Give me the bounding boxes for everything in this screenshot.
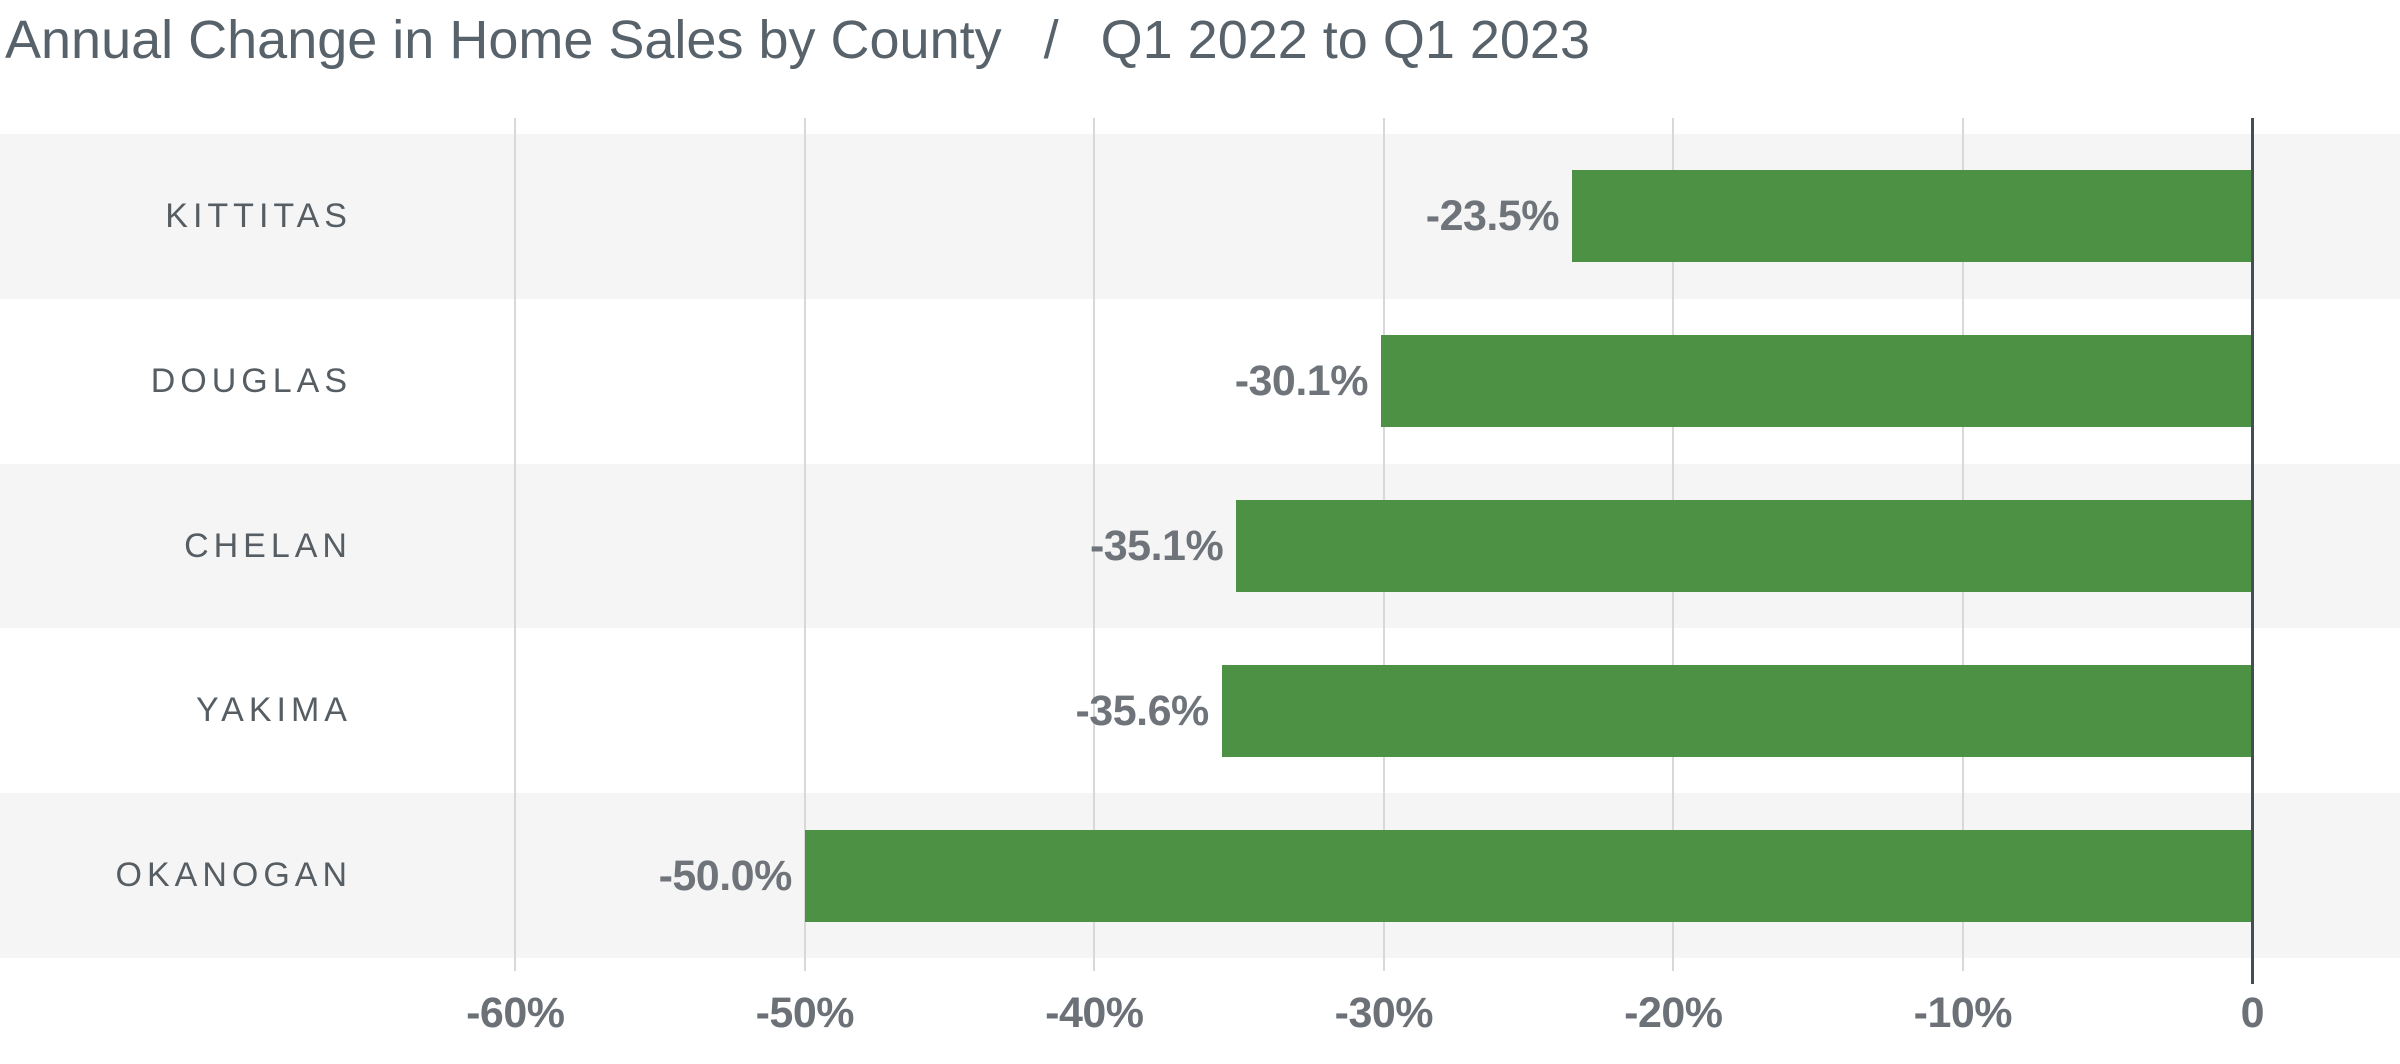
- grid-line--40: [1093, 118, 1096, 971]
- chart-title: Annual Change in Home Sales by County / Q1…: [5, 8, 1590, 72]
- grid-line--60: [514, 118, 517, 971]
- bar-value-label-douglas: -30.1%: [1234, 357, 1369, 406]
- bar-yakima: [1221, 664, 2253, 757]
- x-tick-label--10: -10%: [1913, 989, 2013, 1037]
- county-label-chelan: CHELAN: [184, 526, 352, 565]
- zero-axis-line: [2250, 118, 2254, 984]
- bar-okanogan: [804, 829, 2253, 922]
- chart-title-period: Q1 2022 to Q1 2023: [1100, 10, 1590, 70]
- bar-value-label-okanogan: -50.0%: [658, 851, 793, 900]
- county-label-yakima: YAKIMA: [196, 691, 352, 730]
- county-label-douglas: DOUGLAS: [150, 361, 352, 400]
- bar-value-label-kittitas: -23.5%: [1425, 192, 1560, 241]
- bar-kittitas: [1572, 170, 2253, 263]
- x-tick-label--40: -40%: [1045, 989, 1144, 1037]
- grid-line--50: [803, 118, 806, 971]
- x-tick-label--60: -60%: [466, 989, 565, 1037]
- bar-value-label-chelan: -35.1%: [1089, 522, 1224, 570]
- chart-title-main: Annual Change in Home Sales by County: [5, 10, 1002, 70]
- bar-douglas: [1380, 335, 2253, 428]
- bar-chelan: [1236, 500, 2253, 592]
- x-tick-label-0: 0: [2240, 989, 2265, 1037]
- x-tick-label--30: -30%: [1334, 989, 1434, 1037]
- county-label-okanogan: OKANOGAN: [115, 856, 352, 895]
- county-label-kittitas: KITTITAS: [165, 197, 352, 235]
- x-tick-label--20: -20%: [1624, 989, 1723, 1037]
- chart-title-separator: /: [1043, 10, 1059, 70]
- bar-value-label-yakima: -35.6%: [1075, 686, 1209, 735]
- x-tick-label--50: -50%: [755, 989, 855, 1037]
